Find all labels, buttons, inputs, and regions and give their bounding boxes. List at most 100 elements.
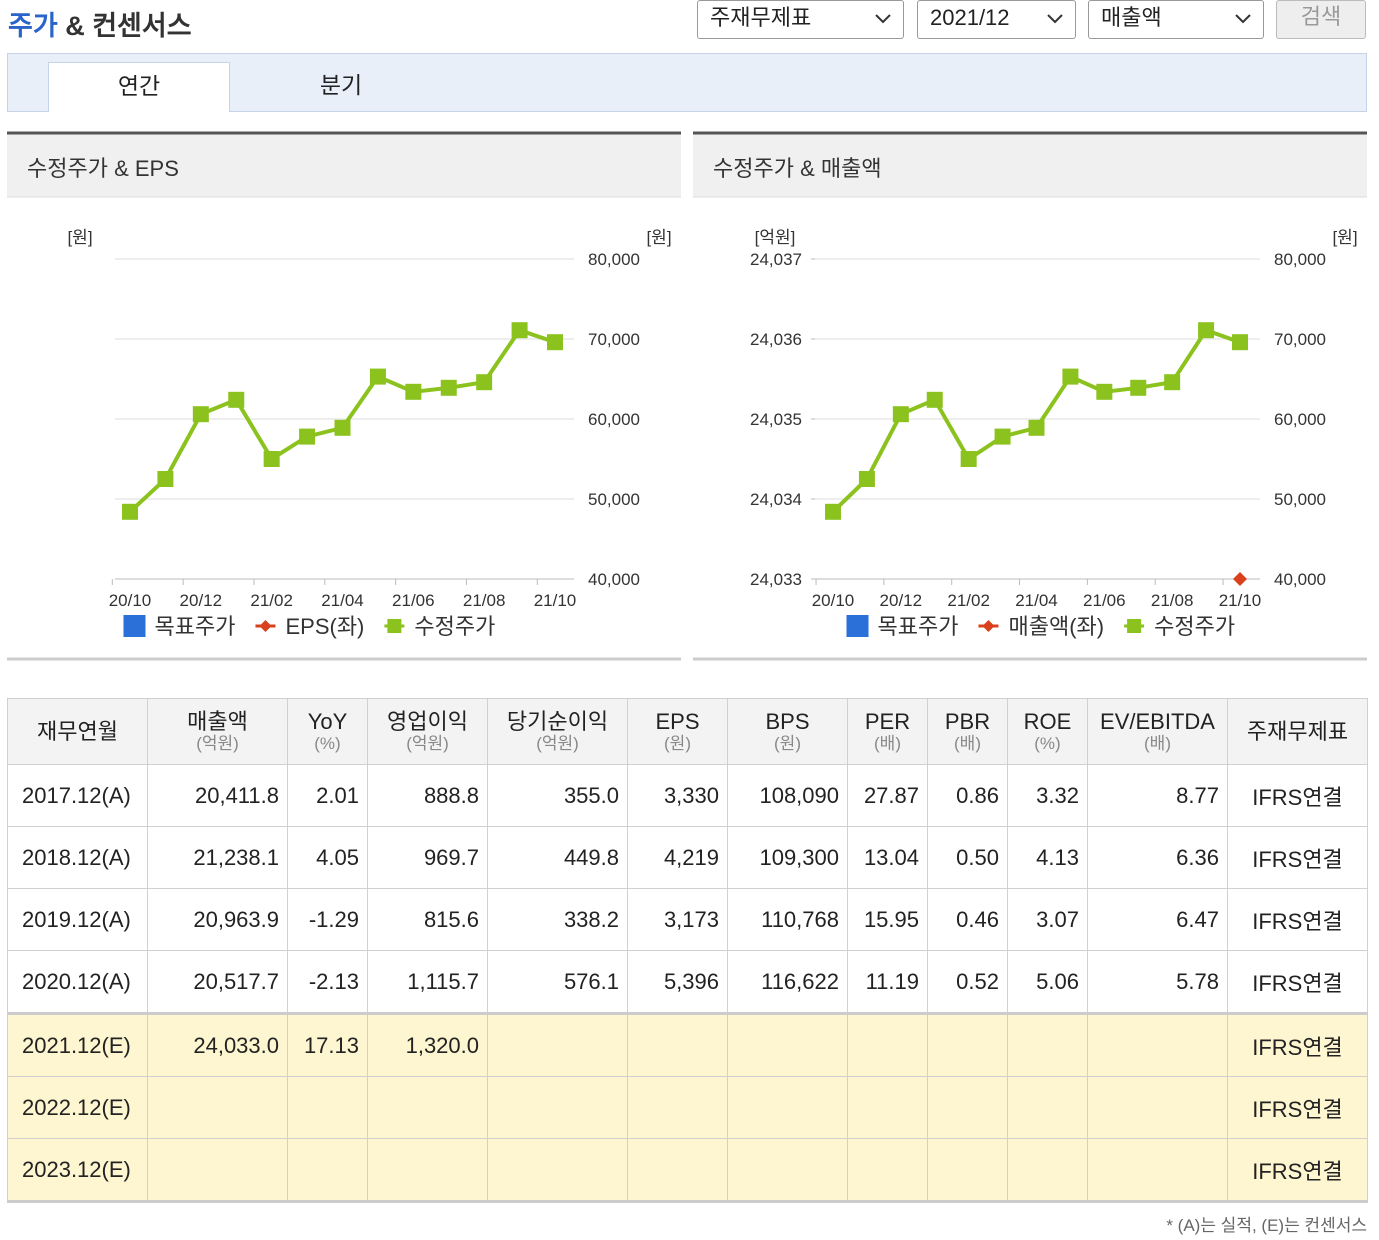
table-cell: 2.01 [287,764,368,827]
header-row: 재무연월 매출액 (억원) YoY (%) 영업이익 (억원) 당기순이익 (억원) EPS (원)… [7,698,1368,765]
select-statement[interactable]: 주재무제표 [697,0,904,39]
chevron [1235,14,1251,24]
data-point [122,503,138,520]
header-cell: 주재무제표 [1227,698,1368,765]
header-unit: (억원) [406,734,449,753]
header-unit: (%) [314,734,341,753]
table-cell: 2020.12(A) [7,950,148,1014]
table-cell: IFRS연결 [1227,826,1368,889]
table-cell: 109,300 [727,826,848,889]
tab-annual[interactable]: 연간 [48,62,230,112]
table-row: 2020.12(A) 20,517.7 -2.13 1,115.7 576.1 5,396… [7,950,1368,1014]
title-highlight: 주가 [8,11,58,41]
y2-tick-label: 40,000 [588,570,640,589]
header-cell: YoY (%) [287,698,368,765]
table-cell: IFRS연결 [1227,1076,1368,1139]
header-unit: (%) [1034,734,1061,753]
table-cell [847,1138,928,1203]
table-cell: 0.86 [927,764,1008,827]
legend-marker [982,620,995,632]
chevron [1047,14,1063,24]
select-period[interactable]: 2021/12 [917,0,1076,39]
table-cell [1007,1076,1088,1139]
header-unit: (억원) [196,734,239,753]
table-cell: 11.19 [847,950,928,1014]
header-cell: PBR (배) [927,698,1008,765]
header-unit: (원) [774,734,801,753]
table-cell: 2022.12(E) [7,1076,148,1139]
table-cell [627,1012,728,1077]
table-cell: IFRS연결 [1227,1138,1368,1203]
x-tick-label: 21/06 [392,591,435,610]
table-cell: 0.50 [927,826,1008,889]
x-tick-label: 21/08 [463,591,506,610]
header-unit: (억원) [536,734,579,753]
select-text: 주재무제표 [710,5,812,30]
data-point [926,391,943,408]
select-text: 매출액 [1101,5,1162,30]
data-point [1062,368,1079,385]
search-button[interactable]: 검색 [1276,0,1366,39]
table-row: 2019.12(A) 20,963.9 -1.29 815.6 338.2 3,173 11… [7,888,1368,951]
table-cell: 888.8 [367,764,488,827]
table-cell: IFRS연결 [1227,764,1368,827]
y2-tick-label: 50,000 [588,490,640,509]
data-point [1130,379,1147,396]
y-axis-unit: [억원] [755,228,796,247]
table-cell: 815.6 [367,888,488,951]
legend-label: EPS(좌) [285,614,364,639]
header-cell: EPS (원) [627,698,728,765]
table-cell [927,1076,1008,1139]
y-axis-unit: [원] [67,228,92,247]
chart-title: 수정주가 & EPS [27,156,179,181]
select-text: 2021/12 [930,5,1010,30]
table-cell: IFRS연결 [1227,950,1368,1014]
y-tick-label: 24,036 [750,330,802,349]
table-cell: 21,238.1 [147,826,288,889]
page-title: 주가 & 컨센서스 [8,4,192,43]
table-row: 2022.12(E) IFRS연결 [7,1076,1368,1139]
table-cell: IFRS연결 [1227,888,1368,951]
table-cell [927,1012,1008,1077]
table-cell: 449.8 [487,826,628,889]
data-point [994,428,1011,445]
header-label: 재무연월 [37,719,118,744]
data-point [263,451,280,467]
footnote: * (A)는 실적, (E)는 컨센서스 [1166,1216,1367,1235]
table-cell: 2017.12(A) [7,764,148,827]
table-cell: 576.1 [487,950,628,1014]
header-unit: (원) [664,734,691,753]
header-label: ROE [1023,709,1072,734]
select-item[interactable]: 매출액 [1088,0,1264,39]
table-cell: 108,090 [727,764,848,827]
table-cell: -2.13 [287,950,368,1014]
y2-tick-label: 80,000 [1274,250,1326,269]
y-tick-label: 24,035 [750,410,802,429]
tab-quarter[interactable]: 분기 [319,72,363,98]
table-cell [487,1012,628,1077]
table-cell: 2021.12(E) [7,1012,148,1077]
x-tick-label: 21/02 [250,591,293,610]
x-tick-label: 20/12 [880,591,923,610]
table-cell: 5.06 [1007,950,1088,1014]
data-point [334,419,351,436]
x-tick-label: 21/10 [534,591,577,610]
header-cell: ROE (%) [1007,698,1088,765]
y2-axis-unit: [원] [1332,228,1357,247]
table-row: 2023.12(E) IFRS연결 [7,1138,1368,1203]
table-cell: 0.52 [927,950,1008,1014]
header-label: EV/EBITDA [1100,709,1215,734]
chart-title: 수정주가 & 매출액 [713,156,882,181]
y2-tick-label: 70,000 [1274,330,1326,349]
x-tick-label: 21/10 [1219,591,1262,610]
table-cell: 3.07 [1007,888,1088,951]
y-tick-label: 24,034 [750,490,802,509]
table-cell: 6.36 [1087,826,1228,889]
y2-tick-label: 50,000 [1274,490,1326,509]
table-cell: 3,173 [627,888,728,951]
data-point [1028,419,1045,436]
legend-marker [846,615,869,637]
table-cell [1087,1138,1228,1203]
table-cell [927,1138,1008,1203]
table-cell [147,1138,288,1203]
